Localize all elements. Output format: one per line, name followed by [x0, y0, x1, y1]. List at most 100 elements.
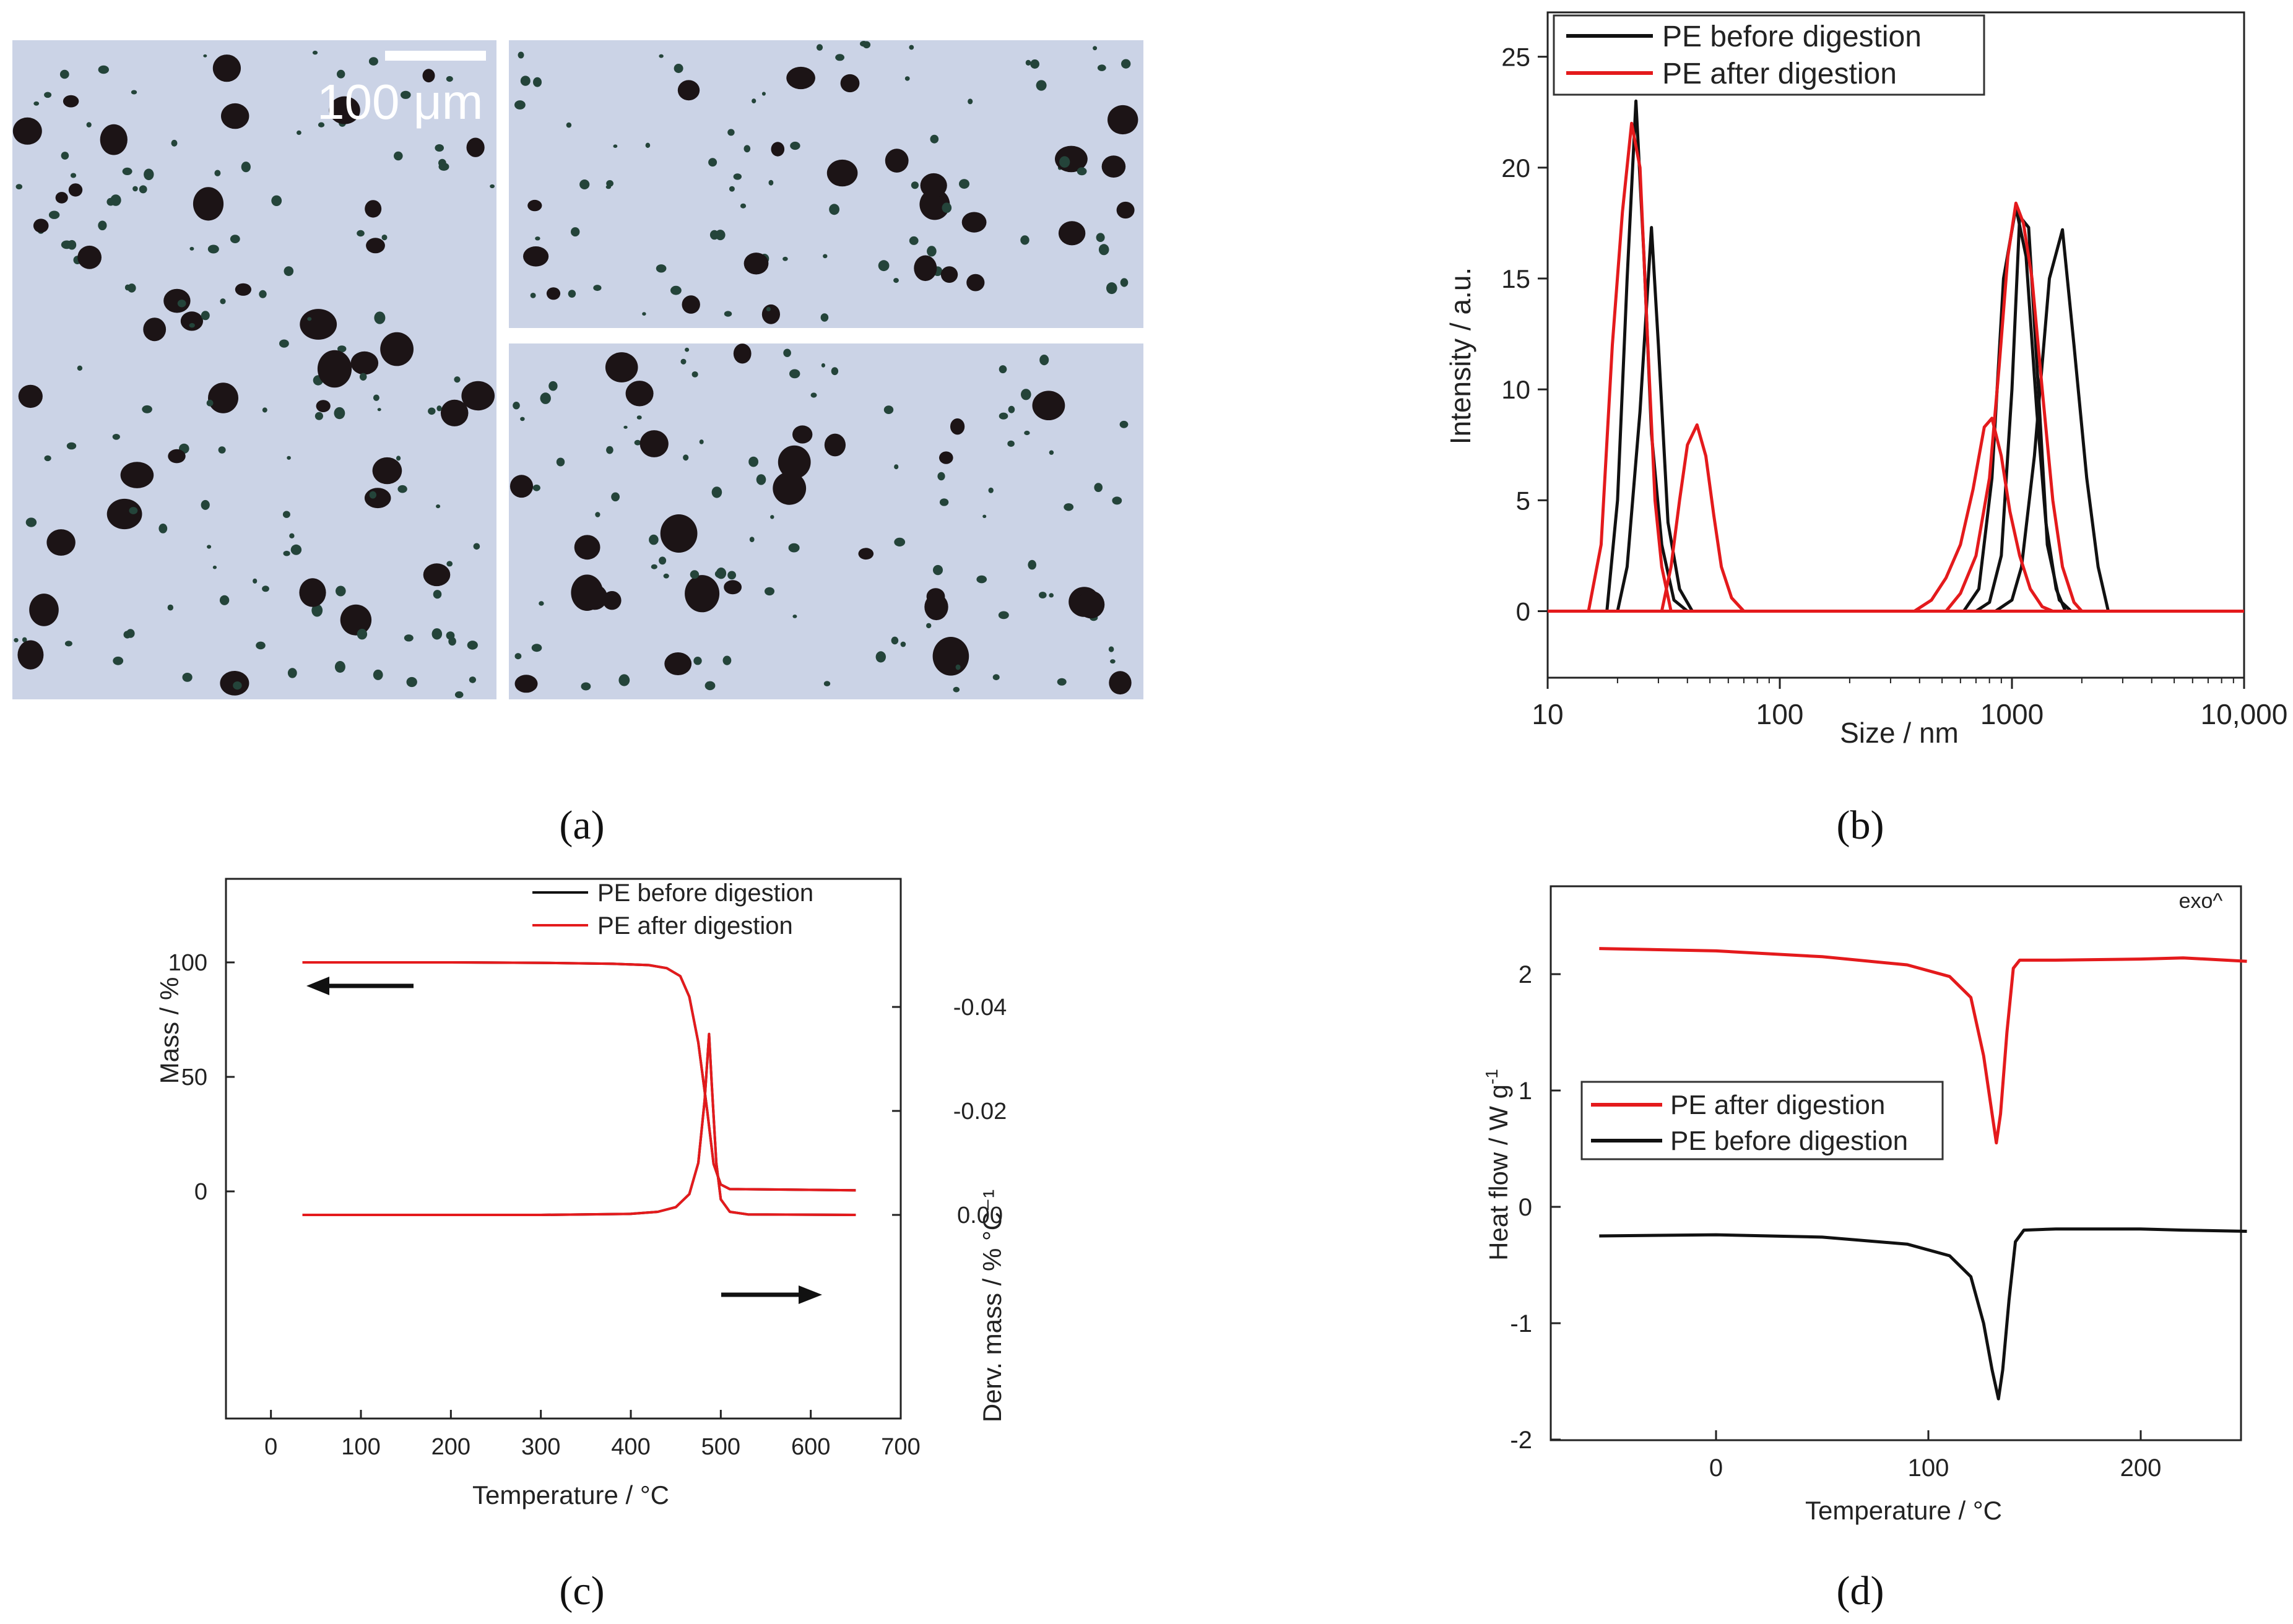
particle-speck [1097, 64, 1106, 71]
particle-speck [311, 604, 323, 617]
particle-speck [129, 507, 138, 514]
particle [1107, 105, 1138, 135]
chart-c-ytick-label: 100 [168, 950, 207, 976]
particle-speck [999, 412, 1008, 420]
particle-speck [271, 195, 282, 206]
particle-speck [930, 134, 939, 144]
particle-speck [448, 637, 456, 646]
particle [639, 430, 669, 457]
particle-speck [230, 235, 240, 243]
particle [68, 183, 83, 197]
particle [208, 382, 238, 413]
particle-speck [566, 122, 572, 128]
particle [168, 449, 186, 464]
particle-speck [139, 185, 147, 194]
particle-speck [1020, 235, 1029, 245]
particle [440, 399, 469, 426]
particle-speck [70, 173, 77, 178]
particle-speck [1059, 679, 1064, 685]
particle-speck [708, 158, 717, 167]
particle-speck [1025, 59, 1031, 66]
particle-speck [469, 676, 477, 683]
particle [582, 584, 608, 610]
particle-speck [233, 681, 242, 690]
particle-speck [297, 130, 301, 135]
particle [364, 488, 391, 509]
chart-d-series-line [1599, 1227, 2247, 1401]
particle-speck [98, 220, 107, 231]
chart-c-y2tick-label: -0.02 [953, 1099, 1007, 1125]
particle-speck [1028, 559, 1036, 570]
particle [106, 498, 142, 530]
particle-speck [1007, 440, 1015, 447]
particle-speck [790, 141, 800, 150]
particle-speck [283, 550, 290, 556]
particle-speck [727, 571, 736, 580]
particle [1077, 590, 1105, 619]
particle [466, 137, 485, 157]
chart-c-xtick-label: 300 [521, 1434, 560, 1460]
particle [778, 445, 811, 479]
chart-d-annotation: exo^ [2179, 889, 2223, 913]
particle [329, 96, 360, 124]
micrograph-top-right [509, 40, 1143, 328]
particle-speck [513, 402, 520, 410]
particle-speck [61, 240, 72, 249]
chart-d-series-line [1599, 947, 2247, 1145]
particle-speck [792, 615, 797, 618]
particle-speck [337, 69, 345, 79]
particle-speck [357, 230, 365, 237]
particle [961, 212, 987, 233]
particle [29, 594, 59, 626]
particle-speck [953, 686, 960, 693]
particle-speck [312, 50, 318, 55]
particle-speck [1096, 233, 1105, 243]
particle [380, 332, 414, 366]
chart-c-series-line [302, 961, 856, 1192]
particle-speck [279, 339, 289, 348]
particle-speck [189, 246, 194, 251]
particle-speck [727, 129, 735, 136]
chart-b-series-line [1548, 99, 2244, 613]
particle [509, 475, 534, 498]
chart-d-ylabel-superscript: -1 [1482, 1069, 1501, 1084]
chart-d-xtick-label: 200 [2120, 1454, 2162, 1482]
chart-c-xtick-label: 600 [791, 1434, 830, 1460]
particle-speck [404, 634, 414, 642]
particle-speck [724, 311, 732, 317]
chart-c-legend-label-2: PE after digestion [597, 912, 793, 939]
particle-speck [748, 456, 758, 467]
particle-speck [942, 202, 952, 214]
particle-speck [704, 681, 716, 691]
particle-speck [64, 641, 72, 647]
particle-speck [132, 186, 138, 192]
particle [366, 238, 385, 254]
chart-b-series-line [1548, 423, 2244, 613]
particle-speck [1059, 156, 1070, 168]
chart-c-legend-label-1: PE before digestion [597, 879, 813, 907]
chart-c-y2tick-label: 0.00 [957, 1203, 1003, 1229]
chart-b-xtick-label: 100 [1756, 698, 1804, 730]
particle-speck [959, 179, 969, 189]
particle [677, 80, 700, 101]
particle-speck [1121, 59, 1131, 69]
chart-c-legend: PE before digestion PE after digestion [532, 879, 813, 939]
particle-speck [359, 373, 367, 381]
particle-speck [1093, 46, 1098, 51]
particle-speck [581, 682, 591, 691]
particle-speck [256, 641, 266, 650]
particle-speck [992, 674, 1000, 681]
particle-speck [14, 637, 19, 642]
chart-b-ytick-label: 10 [1501, 375, 1530, 404]
particle-speck [761, 92, 766, 96]
chart-d-legend-box [1580, 1081, 1944, 1160]
particle-speck [189, 323, 195, 328]
svg-text:Heat flow / W g-1: Heat flow / W g-1 [1482, 1069, 1513, 1261]
particle-speck [788, 543, 800, 553]
particle-speck [535, 236, 540, 241]
particle-speck [431, 628, 443, 640]
particle-speck [768, 179, 774, 186]
particle-speck [976, 575, 987, 584]
particle-speck [998, 611, 1009, 620]
particle-speck [203, 54, 207, 58]
